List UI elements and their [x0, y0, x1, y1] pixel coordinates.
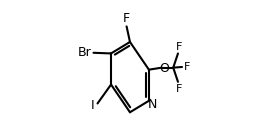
Text: N: N	[148, 98, 157, 111]
Text: F: F	[176, 42, 182, 52]
Text: Br: Br	[78, 46, 92, 59]
Text: F: F	[183, 62, 190, 72]
Text: I: I	[91, 99, 95, 112]
Text: F: F	[123, 12, 130, 25]
Text: F: F	[176, 84, 182, 94]
Text: O: O	[159, 62, 169, 75]
